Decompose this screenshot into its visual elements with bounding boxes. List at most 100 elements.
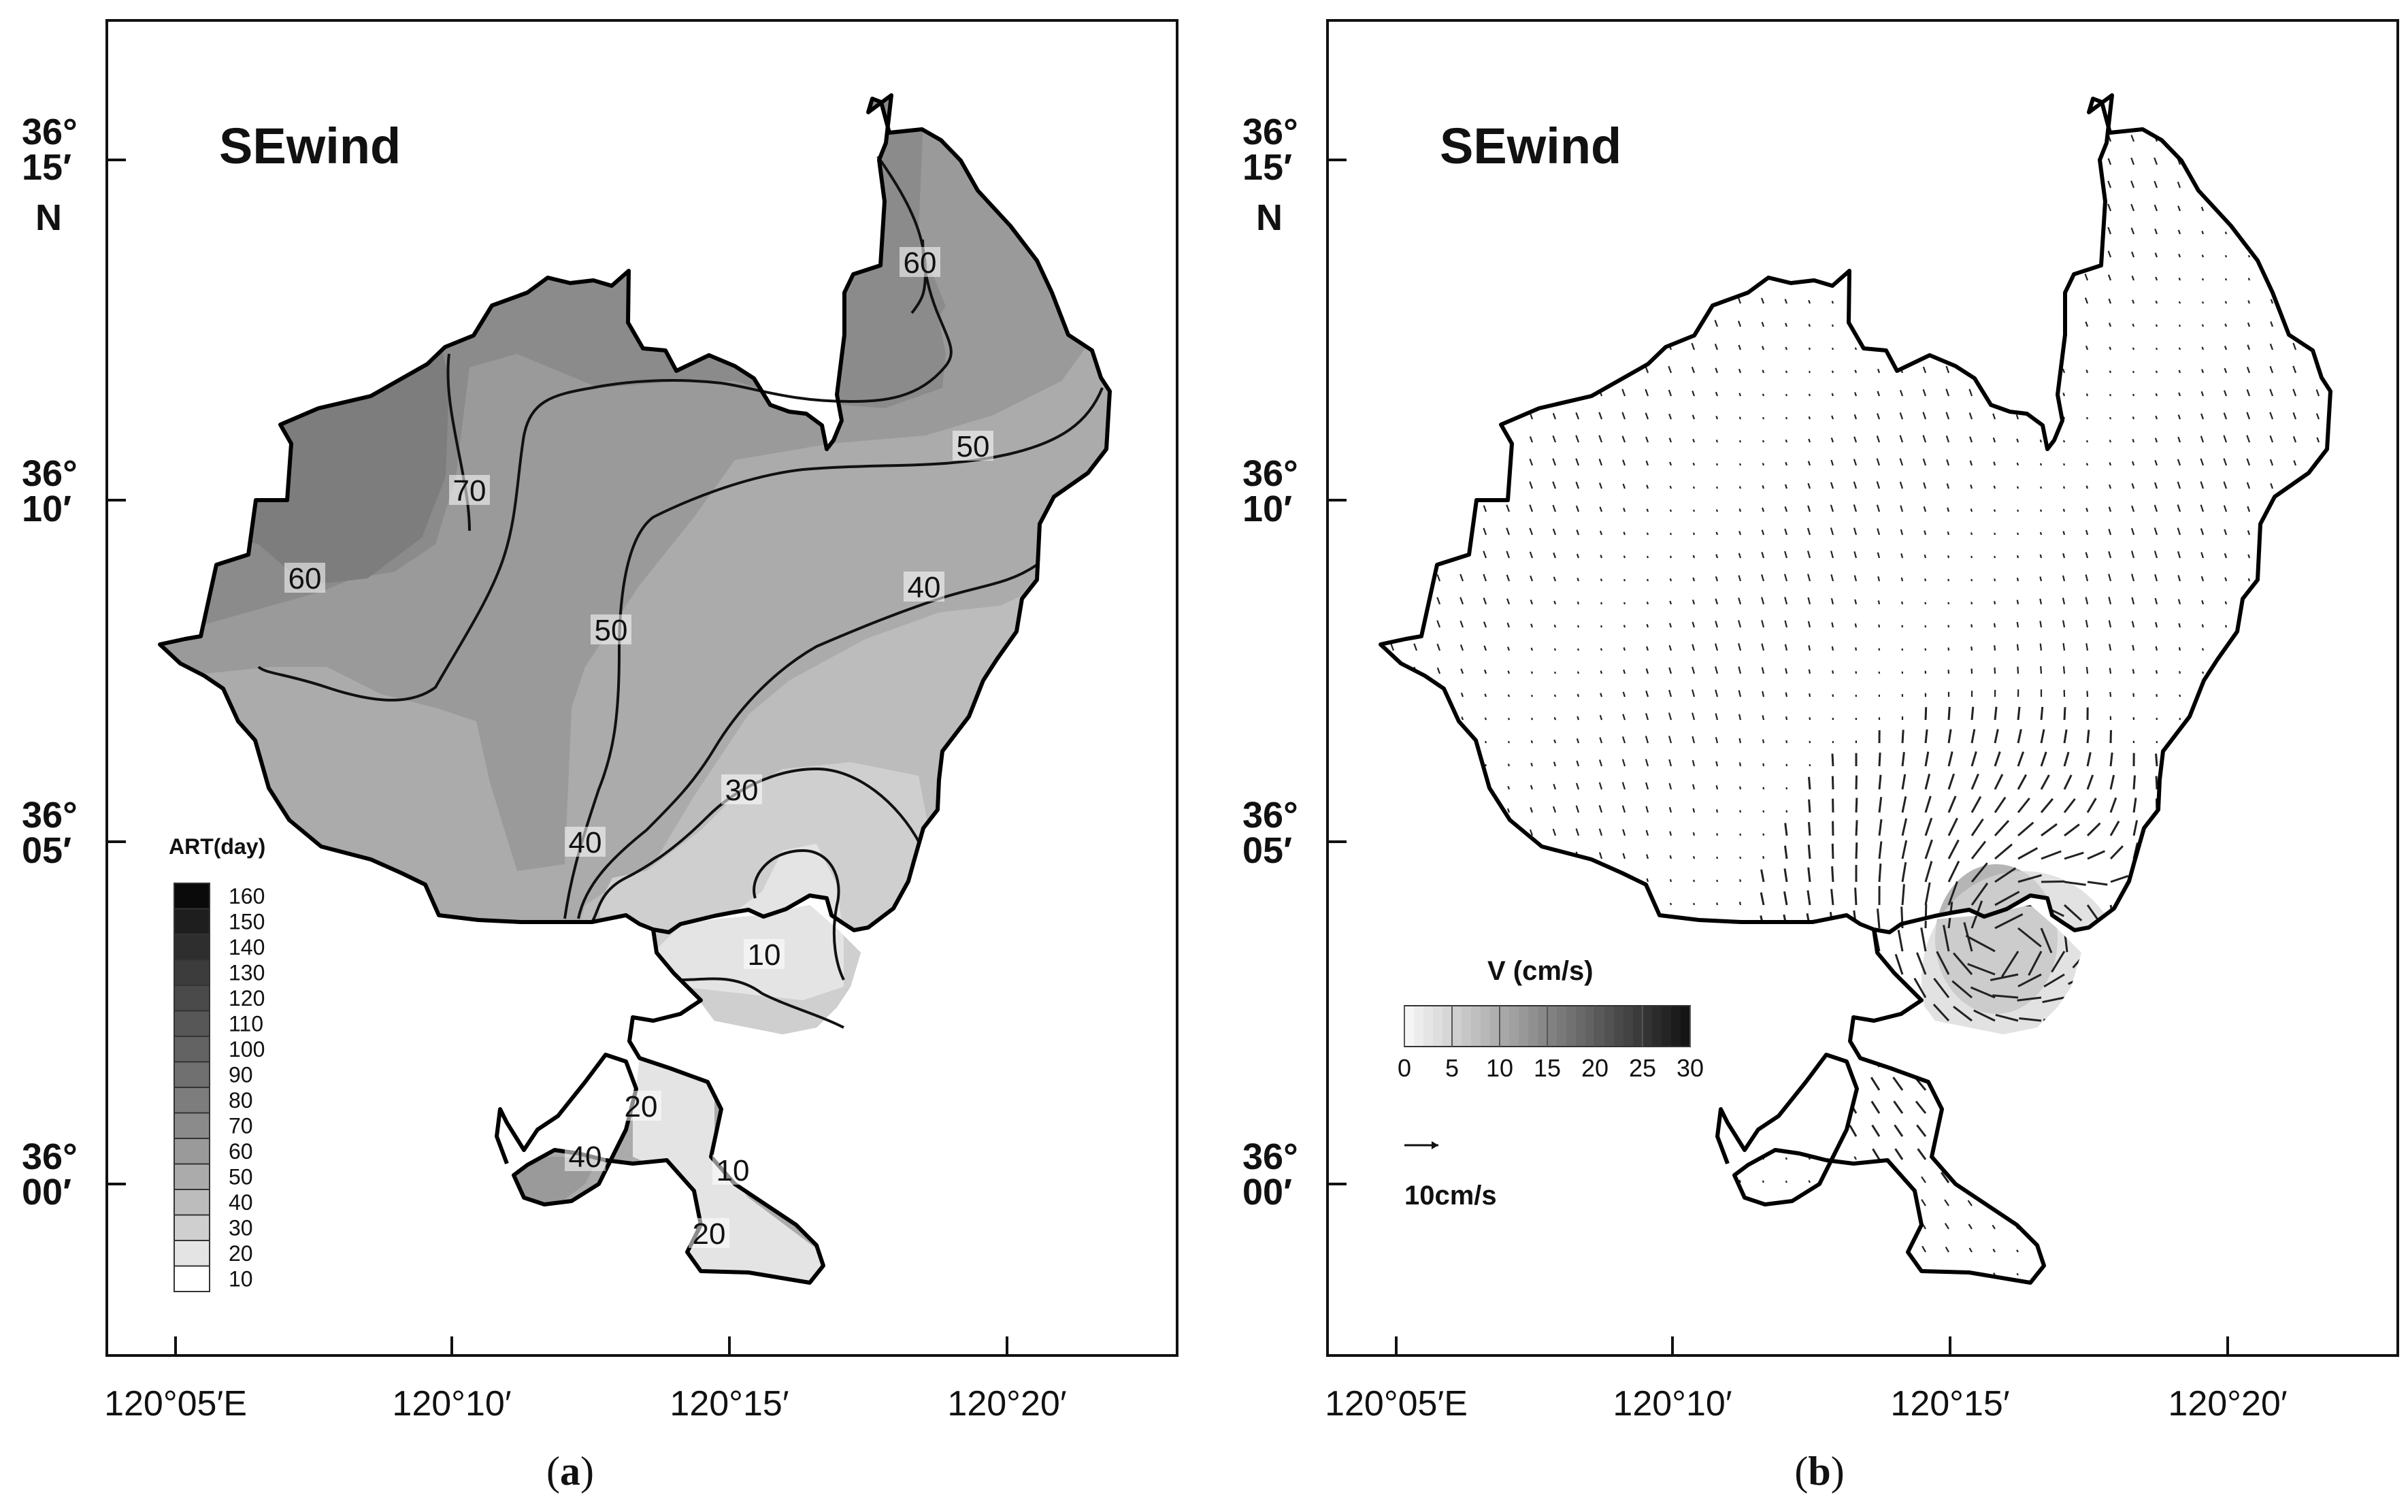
current-vector [1807,844,1811,859]
current-vector [1669,878,1672,883]
current-vector [2016,577,2019,582]
current-vector [1784,550,1788,559]
current-vector [2154,574,2158,582]
current-vector [1738,531,1742,536]
current-vector [2269,343,2274,350]
colorbar-step [1662,1006,1672,1047]
current-vector [1669,509,1672,512]
current-vector [2017,973,2042,987]
current-vector [1784,823,1788,836]
current-vector [2085,345,2089,350]
current-vector [1947,795,1957,813]
current-vector [1669,532,1672,536]
current-vector [1459,597,1464,605]
current-vector [2155,753,2158,767]
current-vector [1853,504,1858,512]
current-vector [2130,180,2135,188]
caption-letter: b [1808,1449,1830,1494]
current-vector [1738,714,1742,721]
current-vector [2246,367,2251,374]
legend-title: ART(day) [169,834,265,859]
current-vector [1669,600,1672,605]
bay-coastline-b [1379,93,2332,934]
current-vector [1622,459,1626,466]
current-vector [1646,623,1649,628]
current-vector [1830,550,1834,559]
current-vector [2064,823,2080,837]
current-vector [1872,1148,1881,1160]
legend-swatch [174,985,210,1012]
current-vector [2132,347,2135,350]
current-vector [2177,481,2181,489]
colorbar-step [1614,1006,1624,1047]
current-vector [1853,481,1858,489]
legend-level-label: 130 [229,960,265,985]
current-vector [1808,438,1811,443]
current-vector [1529,504,1534,512]
current-vector [1738,440,1742,443]
current-vector [1762,714,1765,721]
current-vector [2154,228,2158,235]
current-vector [1739,810,1742,813]
current-vector [1762,739,1765,744]
current-vector [1784,528,1788,536]
current-vector [2109,668,2112,674]
current-vector [2200,504,2205,512]
current-vector [1646,602,1649,605]
current-vector [1715,643,1719,651]
current-vector [1529,481,1534,489]
contour-label: 60 [288,562,322,595]
current-vector [1973,1009,1996,1022]
current-vector [1808,299,1811,304]
colorbar-step [1528,1006,1538,1047]
current-vector [1413,643,1418,651]
current-vector [1575,805,1580,813]
contour-label: 10 [716,1154,750,1187]
current-vector [1807,574,1811,582]
current-vector [1692,808,1696,813]
current-vector [1807,597,1811,605]
current-vector [1946,459,1950,466]
current-vector [1692,736,1696,744]
current-vector [2016,621,2019,628]
current-vector [1506,574,1511,582]
current-vector [2292,342,2297,350]
legend-level-label: 110 [229,1011,263,1036]
current-vector [1916,952,1927,975]
legend-swatch [174,1036,210,1063]
current-vector [1622,714,1626,721]
current-vector [1622,691,1626,697]
current-vector [1994,729,1999,744]
current-vector [1691,366,1696,374]
current-vector [1760,869,1765,883]
current-vector [1947,507,1950,512]
current-vector [2051,951,2066,973]
current-vector [1668,644,1672,651]
current-vector [1785,416,1788,420]
current-vector [1552,528,1557,536]
current-vector [2247,344,2251,350]
current-vector [1853,575,1858,582]
current-vector [1738,597,1742,605]
current-vector [1994,645,1996,651]
current-vector [2246,389,2251,397]
current-vector [1785,692,1788,697]
current-vector [2200,481,2205,489]
current-vector [2041,850,2062,860]
current-vector [2201,369,2205,374]
current-vector [2109,644,2112,651]
current-vector [1970,706,1975,721]
current-vector [1784,845,1788,859]
contour-label: 10 [748,938,781,972]
current-vector [1953,1006,1973,1022]
current-vector [1598,412,1603,420]
current-vector [2039,576,2043,582]
current-vector [2041,823,2058,837]
contour-line-20 [753,849,845,981]
current-vector [1994,819,2010,837]
current-vector [1933,977,1950,998]
current-vector [1738,738,1742,744]
current-vector [1784,644,1788,651]
current-vector [1970,773,1979,790]
current-vector [1878,797,1883,813]
